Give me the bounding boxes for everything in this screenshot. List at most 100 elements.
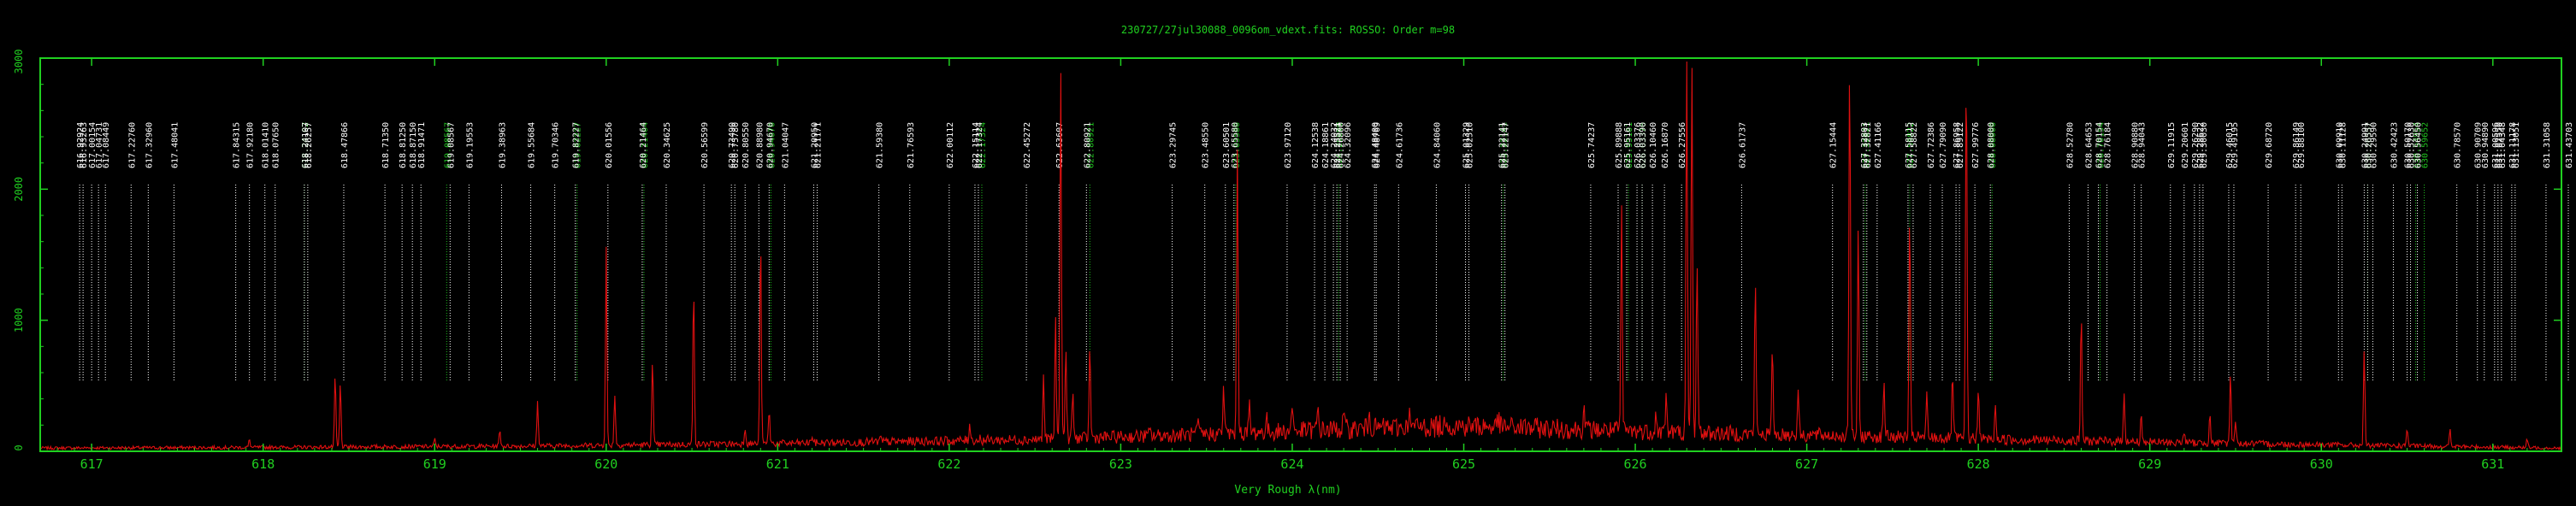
- reference-line-label: 628.08000: [1988, 122, 1998, 168]
- line-id-label: 629.46015: [2225, 122, 2235, 168]
- line-id-label: 627.41166: [1874, 122, 1883, 168]
- line-id-label: 630.09910: [2335, 122, 2344, 168]
- reference-line-label: 627.32821: [1862, 122, 1871, 168]
- line-id-label: 627.72386: [1927, 122, 1936, 168]
- x-tick-label: 628: [1967, 456, 1990, 472]
- line-id-label: 619.08567: [446, 122, 456, 168]
- reference-line-label: 630.26557: [2364, 122, 2373, 168]
- line-id-label: 629.26290: [2191, 122, 2201, 168]
- line-id-label: 627.32803: [1860, 122, 1870, 168]
- line-id-label: 628.70154: [2095, 122, 2105, 168]
- line-id-label: 622.15114: [972, 122, 981, 168]
- line-id-label: 626.03376: [1634, 122, 1643, 168]
- line-id-label: 619.70346: [552, 122, 561, 168]
- reference-line-label: 623.65580: [1232, 122, 1242, 168]
- x-tick-label: 618: [251, 456, 275, 472]
- line-id-label: 619.19553: [465, 122, 475, 168]
- reference-line-label: 627.58822: [1906, 122, 1916, 168]
- line-id-label: 616.93263: [80, 122, 89, 168]
- line-id-label: 624.26800: [1337, 122, 1346, 168]
- reference-line-label: 624.26800: [1335, 122, 1344, 168]
- line-id-label: 631.31058: [2543, 122, 2552, 168]
- y-tick-label: 0: [13, 444, 25, 450]
- line-id-label: 629.88100: [2297, 122, 2307, 168]
- line-id-label: 630.78570: [2454, 122, 2463, 168]
- line-id-label: 620.88980: [755, 122, 765, 168]
- line-id-label: 627.32821: [1864, 122, 1873, 168]
- x-tick-label: 625: [1452, 456, 1475, 472]
- line-id-label: 628.08000: [1987, 122, 1996, 168]
- line-id-label: 624.18861: [1321, 122, 1331, 168]
- line-id-label: 629.86149: [2292, 122, 2301, 168]
- reference-line-label: 622.80921: [1086, 122, 1096, 168]
- line-id-label: 616.92924: [76, 122, 86, 168]
- line-id-label: 621.59380: [876, 122, 885, 168]
- line-id-label: 624.32096: [1344, 122, 1353, 168]
- line-id-label: 621.76593: [907, 122, 916, 168]
- line-id-label: 620.34625: [663, 122, 672, 168]
- line-id-label: 624.24032: [1330, 122, 1339, 168]
- line-id-label: 625.22141: [1498, 122, 1508, 168]
- reference-line-label: 625.22141: [1500, 122, 1510, 168]
- line-id-label: 622.00112: [946, 122, 955, 168]
- line-id-label: 630.24991: [2360, 122, 2370, 168]
- x-tick-label: 621: [766, 456, 789, 472]
- line-id-label: 625.02510: [1466, 122, 1475, 168]
- line-id-label: 626.16870: [1661, 122, 1670, 168]
- reference-line-label: 619.08567: [443, 122, 452, 168]
- line-id-label: 630.52630: [2408, 122, 2417, 168]
- reference-line-label: 625.95161: [1625, 122, 1634, 168]
- line-id-label: 617.08449: [102, 122, 111, 168]
- line-id-label: 619.38963: [498, 122, 507, 168]
- line-id-label: 629.49195: [2230, 122, 2240, 168]
- line-id-label: 626.10460: [1649, 122, 1658, 168]
- reference-line-label: 619.82227: [574, 122, 583, 168]
- tick-layer: 617 618 619 620 621 622 623 624 625 626 627 628 629 6…: [13, 50, 2562, 472]
- line-id-label: 617.22760: [127, 122, 137, 168]
- line-id-label: 617.32960: [145, 122, 154, 168]
- plot-frame: [39, 57, 2562, 452]
- line-id-label: 631.00596: [2491, 122, 2501, 168]
- line-id-label: 631.13051: [2512, 122, 2521, 168]
- line-id-label: 620.01556: [605, 122, 614, 168]
- line-id-label: 624.84060: [1433, 122, 1442, 168]
- line-id-label: 624.12538: [1311, 122, 1320, 168]
- line-id-label: 626.61737: [1738, 122, 1747, 168]
- line-id-label: 625.89888: [1615, 122, 1624, 168]
- line-id-label: 631.11178: [2508, 122, 2518, 168]
- line-id-label: 624.48769: [1373, 122, 1382, 168]
- line-id-label: 631.04348: [2498, 122, 2508, 168]
- line-id-label: 627.79090: [1939, 122, 1948, 168]
- line-id-label: 627.99776: [1971, 122, 1981, 168]
- line-id-label: 629.68720: [2265, 122, 2274, 168]
- reference-line-label: 630.59652: [2421, 122, 2431, 168]
- line-id-label: 627.89122: [1956, 122, 1965, 168]
- x-tick-label: 626: [1624, 456, 1647, 472]
- line-id-label: 617.92180: [246, 122, 256, 168]
- line-id-label: 628.90880: [2131, 122, 2141, 168]
- spectrum-line: [39, 61, 2562, 451]
- x-tick-label: 623: [1109, 456, 1132, 472]
- line-id-label: 629.28622: [2196, 122, 2206, 168]
- line-id-label: 623.29745: [1169, 122, 1179, 168]
- line-id-label: 618.87150: [409, 122, 418, 168]
- line-id-label: 623.60501: [1222, 122, 1232, 168]
- line-id-label: 625.01329: [1462, 122, 1472, 168]
- line-id-label: 630.11128: [2338, 122, 2348, 168]
- reference-line-label: 628.70154: [2097, 122, 2106, 168]
- line-id-label: 625.22147: [1502, 122, 1511, 168]
- line-id-label: 623.65580: [1231, 122, 1240, 168]
- line-id-label: 629.11915: [2167, 122, 2177, 168]
- x-tick-label: 630: [2310, 456, 2333, 472]
- line-id-label: 631.02550: [2495, 122, 2504, 168]
- reference-line-label: 622.17324: [978, 122, 988, 168]
- line-id-label: 629.20601: [2181, 122, 2190, 168]
- x-tick-label: 619: [423, 456, 446, 472]
- line-id-label: 624.48400: [1371, 122, 1380, 168]
- line-id-label: 621.04047: [781, 122, 790, 168]
- line-id-label: 620.80550: [741, 122, 751, 168]
- line-id-label: 628.94043: [2138, 122, 2148, 168]
- line-id-label: 627.58822: [1910, 122, 1919, 168]
